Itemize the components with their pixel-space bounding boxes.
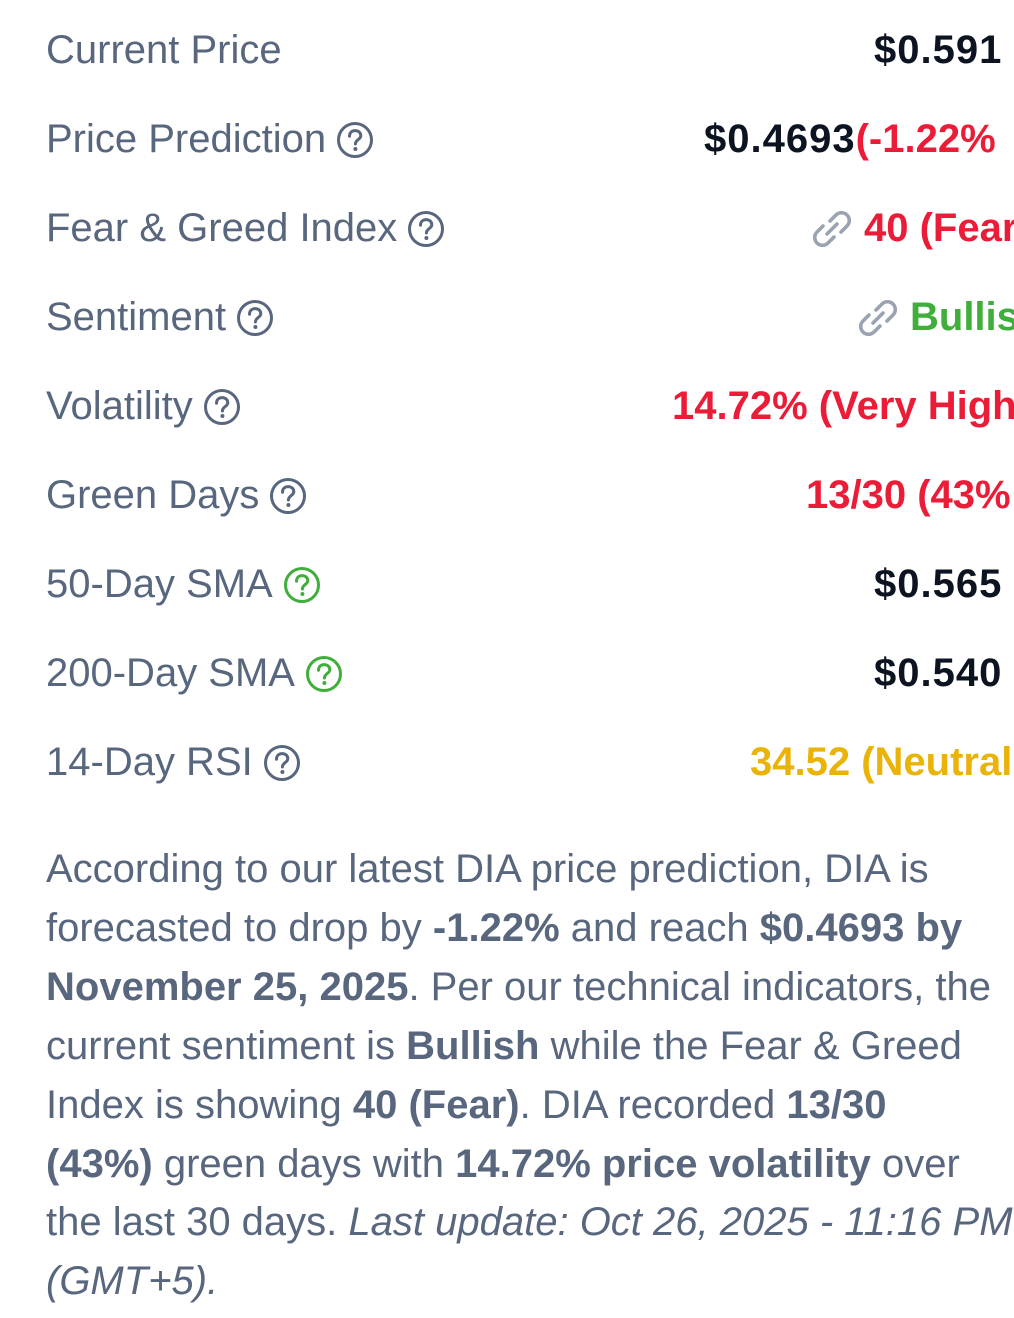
question-circle-icon[interactable] [269, 477, 307, 515]
price-prediction-change: (-1.22% [855, 117, 996, 161]
stat-label-text: Volatility [46, 384, 193, 428]
volatility-value: 14.72% (Very High [672, 384, 1014, 428]
stat-label: 200-Day SMA [46, 629, 343, 718]
last-update-text: Last update: Oct 26, 2025 - 11:16 PM [348, 1200, 1013, 1245]
summary-bold-target: $0.4693 by [759, 905, 963, 950]
stat-row-fear-greed: Fear & Greed Index 40 (Fear [0, 184, 1014, 273]
stat-label-text: 200-Day SMA [46, 651, 295, 695]
stat-label-text: Price Prediction [46, 117, 327, 161]
summary-text: and reach [559, 905, 760, 950]
sma-200-value: $0.540 [874, 651, 1003, 695]
current-price-value: $0.591 [874, 28, 1003, 72]
stat-value: 13/30 (43% [806, 451, 1011, 540]
question-circle-icon[interactable] [407, 210, 445, 248]
sentiment-value[interactable]: Bullis [910, 295, 1014, 339]
summary-line: (43%) green days with 14.72% price volat… [46, 1135, 1014, 1194]
stat-value: $0.591 [874, 6, 1002, 95]
stat-label: 14-Day RSI [46, 718, 301, 807]
stat-row-200-day-sma: 200-Day SMA $0.540 [0, 629, 1014, 718]
fear-greed-value[interactable]: 40 (Fear [864, 206, 1014, 250]
sma-50-value: $0.565 [874, 562, 1003, 606]
summary-text: Index is showing [46, 1082, 353, 1127]
summary-text: current sentiment is [46, 1023, 407, 1068]
stat-label-text: 50-Day SMA [46, 562, 273, 606]
summary-text: . Per our technical indicators, the [408, 964, 991, 1009]
stat-label: Price Prediction [46, 95, 374, 184]
summary-line: Index is showing 40 (Fear). DIA recorded… [46, 1076, 1014, 1135]
prediction-summary: According to our latest DIA price predic… [46, 840, 1014, 1311]
summary-bold-days: 13/30 [786, 1082, 887, 1127]
question-circle-icon[interactable] [203, 388, 241, 426]
link-icon[interactable] [810, 207, 854, 251]
summary-text: forecasted to drop by [46, 905, 433, 950]
stat-row-green-days: Green Days 13/30 (43% [0, 451, 1014, 540]
summary-line: According to our latest DIA price predic… [46, 840, 1014, 899]
stat-row-50-day-sma: 50-Day SMA $0.565 [0, 540, 1014, 629]
summary-bold-sentiment: Bullish [406, 1023, 540, 1068]
green-days-value: 13/30 (43% [806, 473, 1011, 517]
question-circle-icon[interactable] [263, 744, 301, 782]
summary-bold-fear: 40 (Fear) [352, 1082, 520, 1127]
link-icon[interactable] [856, 296, 900, 340]
summary-text: According to our latest DIA price predic… [46, 847, 929, 891]
stat-value: $0.565 [874, 540, 1002, 629]
summary-text: over [870, 1141, 960, 1186]
stat-label: Fear & Greed Index [46, 184, 445, 273]
summary-bold-volatility: 14.72% price volatility [455, 1141, 871, 1186]
stat-value: 34.52 (Neutral [750, 718, 1012, 807]
question-circle-icon[interactable] [236, 299, 274, 337]
timezone-text: (GMT+5). [46, 1259, 219, 1304]
summary-line: forecasted to drop by -1.22% and reach $… [46, 899, 1014, 958]
summary-line: November 25, 2025. Per our technical ind… [46, 958, 1014, 1017]
rsi-value: 34.52 (Neutral [750, 740, 1013, 784]
summary-text: green days with [152, 1141, 456, 1186]
stat-label: Green Days [46, 451, 307, 540]
stat-label-text: Fear & Greed Index [46, 206, 398, 250]
stat-value: $0.4693 (-1.22% [704, 95, 996, 184]
summary-bold-change: -1.22% [432, 905, 560, 950]
stat-value: 14.72% (Very High [672, 362, 1014, 451]
summary-line: (GMT+5). [46, 1252, 1014, 1311]
price-prediction-value: $0.4693 [704, 117, 856, 161]
stat-label: Volatility [46, 362, 241, 451]
stat-label: 50-Day SMA [46, 540, 321, 629]
summary-text: while the Fear & Greed [539, 1023, 962, 1068]
summary-bold-percent: (43%) [46, 1141, 153, 1186]
summary-text: the last 30 days. [46, 1200, 349, 1245]
summary-bold-date: November 25, 2025 [46, 964, 409, 1009]
summary-text: . DIA recorded [519, 1082, 787, 1127]
stat-label: Current Price [46, 6, 282, 95]
stat-value: $0.540 [874, 629, 1002, 718]
summary-line: current sentiment is Bullish while the F… [46, 1017, 1014, 1076]
question-circle-icon[interactable] [336, 121, 374, 159]
stat-label: Sentiment [46, 273, 274, 362]
question-circle-icon[interactable] [305, 655, 343, 693]
stat-row-price-prediction: Price Prediction $0.4693 (-1.22% [0, 95, 1014, 184]
stat-row-14-day-rsi: 14-Day RSI 34.52 (Neutral [0, 718, 1014, 807]
stat-label-text: Current Price [46, 28, 282, 72]
stat-row-current-price: Current Price $0.591 [0, 6, 1014, 95]
stat-value[interactable]: Bullis [856, 273, 1014, 362]
stat-label-text: Green Days [46, 473, 260, 517]
summary-line: the last 30 days. Last update: Oct 26, 2… [46, 1193, 1014, 1252]
stat-label-text: Sentiment [46, 295, 227, 339]
stat-row-volatility: Volatility 14.72% (Very High [0, 362, 1014, 451]
stat-value[interactable]: 40 (Fear [810, 184, 1014, 273]
stat-label-text: 14-Day RSI [46, 740, 253, 784]
question-circle-icon[interactable] [283, 566, 321, 604]
stat-row-sentiment: Sentiment Bullis [0, 273, 1014, 362]
